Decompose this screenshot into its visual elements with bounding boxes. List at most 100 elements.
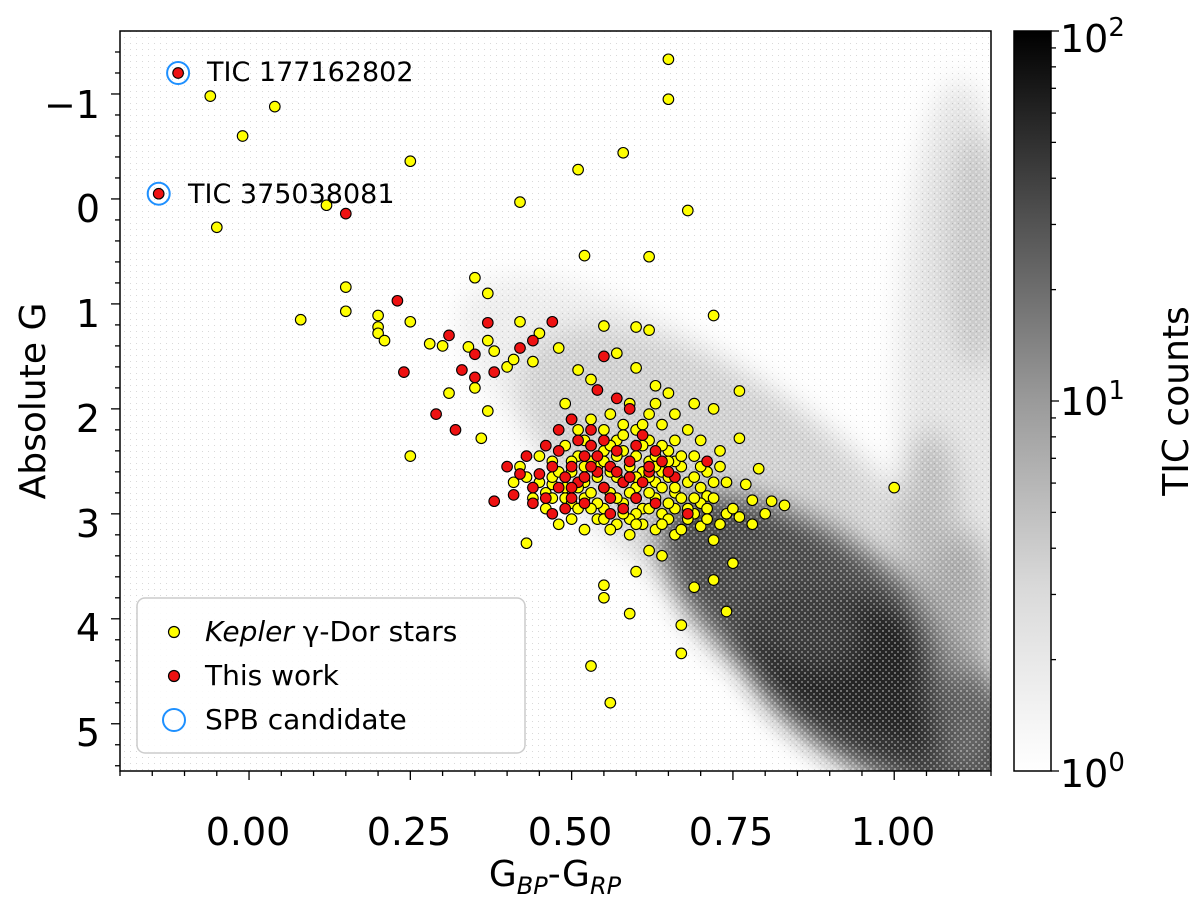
kepler-star-point — [675, 492, 688, 504]
this-work-point — [578, 450, 591, 462]
kepler-star-point — [688, 581, 701, 594]
this-work-point — [546, 507, 559, 520]
kepler-star-point — [533, 327, 546, 340]
y-tick-label: 2 — [76, 397, 100, 441]
this-work-point — [623, 403, 636, 415]
x-tick-label: 0.50 — [528, 810, 613, 854]
kepler-star-point — [320, 199, 333, 212]
this-work-point — [591, 384, 604, 396]
this-work-point — [514, 342, 526, 354]
kepler-star-point — [604, 408, 617, 420]
kepler-star-point — [630, 362, 642, 374]
kepler-star-point — [727, 502, 739, 515]
y-axis-title: Absolute G — [13, 303, 54, 500]
kepler-star-point — [585, 660, 597, 672]
this-work-point — [527, 334, 539, 347]
kepler-star-point — [643, 408, 655, 420]
this-work-point — [598, 434, 610, 447]
this-work-point — [391, 294, 404, 307]
kepler-star-point — [533, 450, 546, 462]
kepler-star-point — [339, 281, 352, 293]
this-work-point — [430, 408, 442, 420]
this-work-point — [585, 460, 597, 473]
legend-marker-spb — [162, 708, 186, 732]
kepler-star-point — [656, 481, 668, 494]
kepler-star-point — [630, 321, 642, 333]
kepler-star-point — [727, 557, 739, 570]
this-work-point — [598, 481, 610, 494]
this-work-point — [559, 502, 572, 515]
kepler-star-point — [507, 476, 520, 489]
kepler-star-point — [617, 418, 630, 431]
this-work-point — [527, 481, 539, 494]
kepler-star-point — [623, 528, 636, 541]
kepler-star-point — [707, 534, 720, 546]
kepler-star-point — [714, 460, 726, 473]
this-work-point — [488, 366, 501, 378]
kepler-star-point — [598, 424, 610, 436]
kepler-star-point — [481, 334, 494, 347]
kepler-star-point — [552, 518, 565, 531]
axis-ticks — [111, 51, 992, 780]
kepler-star-point — [649, 379, 662, 392]
y-tick-label: 4 — [76, 606, 100, 650]
this-work-point — [656, 455, 668, 468]
kepler-star-point — [372, 327, 384, 340]
kepler-star-point — [746, 518, 759, 531]
this-work-point — [643, 460, 655, 473]
kepler-star-point — [507, 353, 520, 366]
kepler-star-point — [404, 450, 417, 462]
kepler-star-point — [514, 196, 526, 208]
kepler-star-point — [236, 130, 249, 142]
x-tick-label: 0.25 — [367, 810, 452, 854]
plot-frame — [119, 30, 992, 772]
kepler-star-point — [404, 315, 417, 328]
kepler-star-point — [578, 523, 591, 536]
kepler-star-point — [617, 146, 630, 159]
kepler-star-point — [469, 271, 481, 284]
this-work-point — [507, 489, 520, 501]
kepler-star-point — [656, 549, 668, 562]
this-work-point — [572, 434, 584, 447]
kepler-star-point — [204, 90, 217, 102]
kepler-star-point — [623, 607, 636, 620]
y-tick-label: 5 — [76, 711, 100, 755]
this-work-point — [662, 466, 675, 478]
kepler-star-point — [527, 355, 539, 368]
kepler-star-point — [585, 413, 597, 426]
this-work-point — [443, 329, 455, 342]
kepler-star-point — [210, 221, 223, 234]
kepler-star-point — [656, 418, 668, 431]
kepler-star-point — [578, 249, 591, 262]
this-work-point — [649, 497, 662, 510]
kepler-star-point — [475, 432, 488, 445]
this-work-point — [527, 497, 539, 510]
kepler-star-point — [662, 497, 675, 510]
this-work-point — [539, 492, 552, 504]
this-work-point — [565, 413, 578, 426]
kepler-star-point — [598, 591, 610, 604]
kepler-star-point — [572, 364, 584, 376]
kepler-star-point — [585, 486, 597, 499]
kepler-star-point — [481, 405, 494, 417]
this-work-point — [578, 471, 591, 483]
kepler-star-point — [675, 619, 688, 631]
kepler-star-point — [488, 345, 501, 357]
kepler-star-point — [675, 523, 688, 536]
kepler-star-point — [643, 324, 655, 336]
kepler-star-point — [378, 334, 391, 347]
kepler-star-point — [572, 163, 584, 176]
kepler-star-point — [643, 250, 655, 263]
this-work-point — [630, 439, 642, 452]
kepler-star-point — [669, 434, 681, 447]
kepler-star-point — [720, 476, 733, 489]
kepler-star-point — [694, 481, 707, 494]
this-work-point — [488, 495, 501, 508]
kepler-star-point — [733, 511, 746, 523]
kepler-star-point — [462, 341, 475, 353]
this-work-point — [449, 424, 462, 436]
legend: Kepler γ-Dor stars This work SPB candida… — [136, 597, 526, 754]
this-work-point — [623, 471, 636, 483]
kepler-star-point — [688, 397, 701, 410]
this-work-point — [591, 450, 604, 462]
